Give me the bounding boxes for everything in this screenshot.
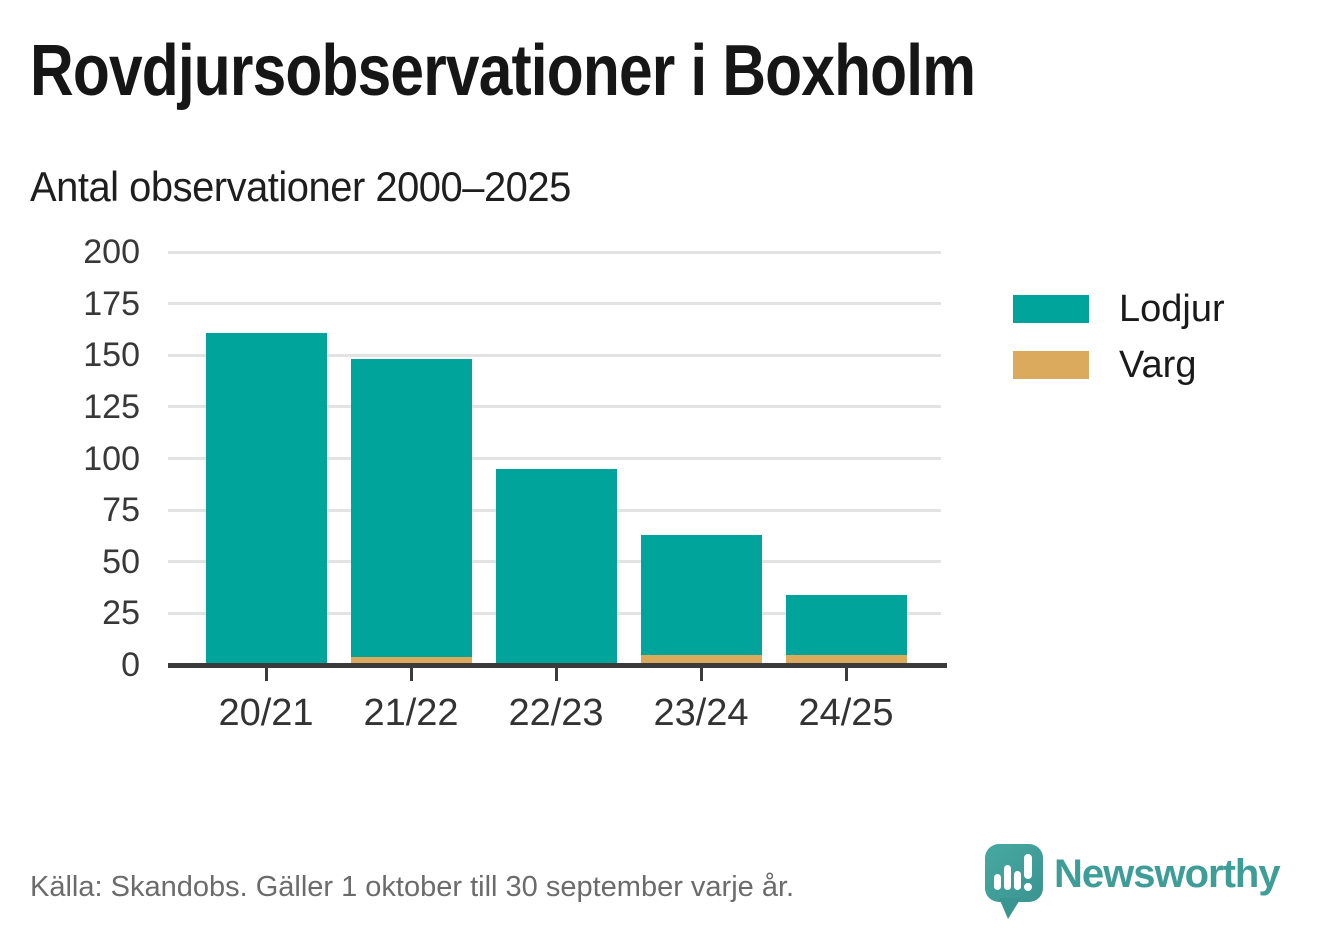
x-axis-tick <box>699 667 703 681</box>
x-axis-tick <box>844 667 848 681</box>
x-axis-category-label: 20/21 <box>218 692 314 734</box>
legend-swatch-lodjur <box>1013 295 1089 323</box>
x-axis-tick <box>264 667 268 681</box>
bar-segment-lodjur <box>640 534 762 655</box>
y-axis-tick-label: 150 <box>83 336 140 375</box>
bar-segment-varg <box>785 654 907 665</box>
x-axis-category-label: 24/25 <box>798 692 894 734</box>
x-axis-tick <box>409 667 413 681</box>
legend: Lodjur Varg <box>1013 288 1225 407</box>
gridline <box>168 302 941 306</box>
bar-segment-varg <box>640 654 762 665</box>
legend-item-varg: Varg <box>1013 344 1225 386</box>
bar-segment-lodjur <box>495 468 617 665</box>
newsworthy-logo: Newsworthy <box>984 843 1281 921</box>
y-axis-tick-label: 200 <box>83 233 140 271</box>
bar-segment-varg <box>350 656 472 665</box>
bar-segment-lodjur <box>350 359 472 657</box>
y-axis-tick-label: 50 <box>102 542 140 581</box>
gridline <box>168 250 941 254</box>
x-axis-line <box>168 662 947 668</box>
y-axis-tick-label: 100 <box>83 439 140 478</box>
y-axis-tick-label: 25 <box>102 594 140 633</box>
gridline <box>168 353 941 357</box>
y-axis-tick-label: 0 <box>121 646 140 684</box>
newsworthy-wordmark: Newsworthy <box>1054 852 1281 896</box>
bar-segment-lodjur <box>205 332 327 665</box>
page-title: Rovdjursobservationer i Boxholm <box>30 31 976 111</box>
y-axis-tick-label: 175 <box>83 284 140 323</box>
bar-segment-lodjur <box>785 594 907 655</box>
x-axis-category-label: 22/23 <box>508 692 604 734</box>
legend-swatch-varg <box>1013 351 1089 379</box>
x-axis-category-label: 23/24 <box>653 692 749 734</box>
y-axis-tick-label: 125 <box>83 387 140 426</box>
legend-label: Lodjur <box>1119 288 1225 330</box>
source-note: Källa: Skandobs. Gäller 1 oktober till 3… <box>30 871 795 903</box>
chart-subtitle: Antal observationer 2000–2025 <box>30 163 571 210</box>
x-axis-category-label: 21/22 <box>363 692 459 734</box>
gridline <box>168 457 941 460</box>
x-axis-tick <box>554 667 558 681</box>
y-axis-tick-label: 75 <box>102 491 140 530</box>
gridline <box>168 405 941 409</box>
newsworthy-bubble-icon <box>985 844 1043 919</box>
legend-label: Varg <box>1119 344 1197 386</box>
legend-item-lodjur: Lodjur <box>1013 288 1225 330</box>
